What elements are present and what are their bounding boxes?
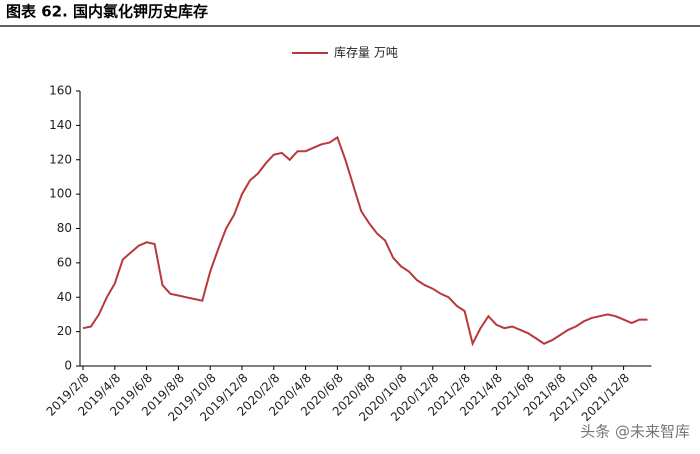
y-tick-label: 100 — [49, 187, 72, 201]
y-tick-label: 40 — [57, 290, 72, 304]
y-tick-label: 120 — [49, 152, 72, 166]
y-tick-label: 60 — [57, 255, 72, 269]
y-tick-label: 0 — [64, 359, 72, 373]
series-line — [82, 135, 648, 347]
legend-label: 库存量 万吨 — [334, 45, 398, 60]
y-tick-label: 20 — [57, 324, 72, 338]
y-tick-label: 80 — [57, 221, 72, 235]
y-tick-label: 160 — [49, 84, 72, 98]
chart-title: 图表 62. 国内氯化钾历史库存 — [6, 3, 208, 21]
watermark: 头条 @未来智库 — [580, 423, 690, 441]
y-tick-label: 140 — [49, 118, 72, 132]
